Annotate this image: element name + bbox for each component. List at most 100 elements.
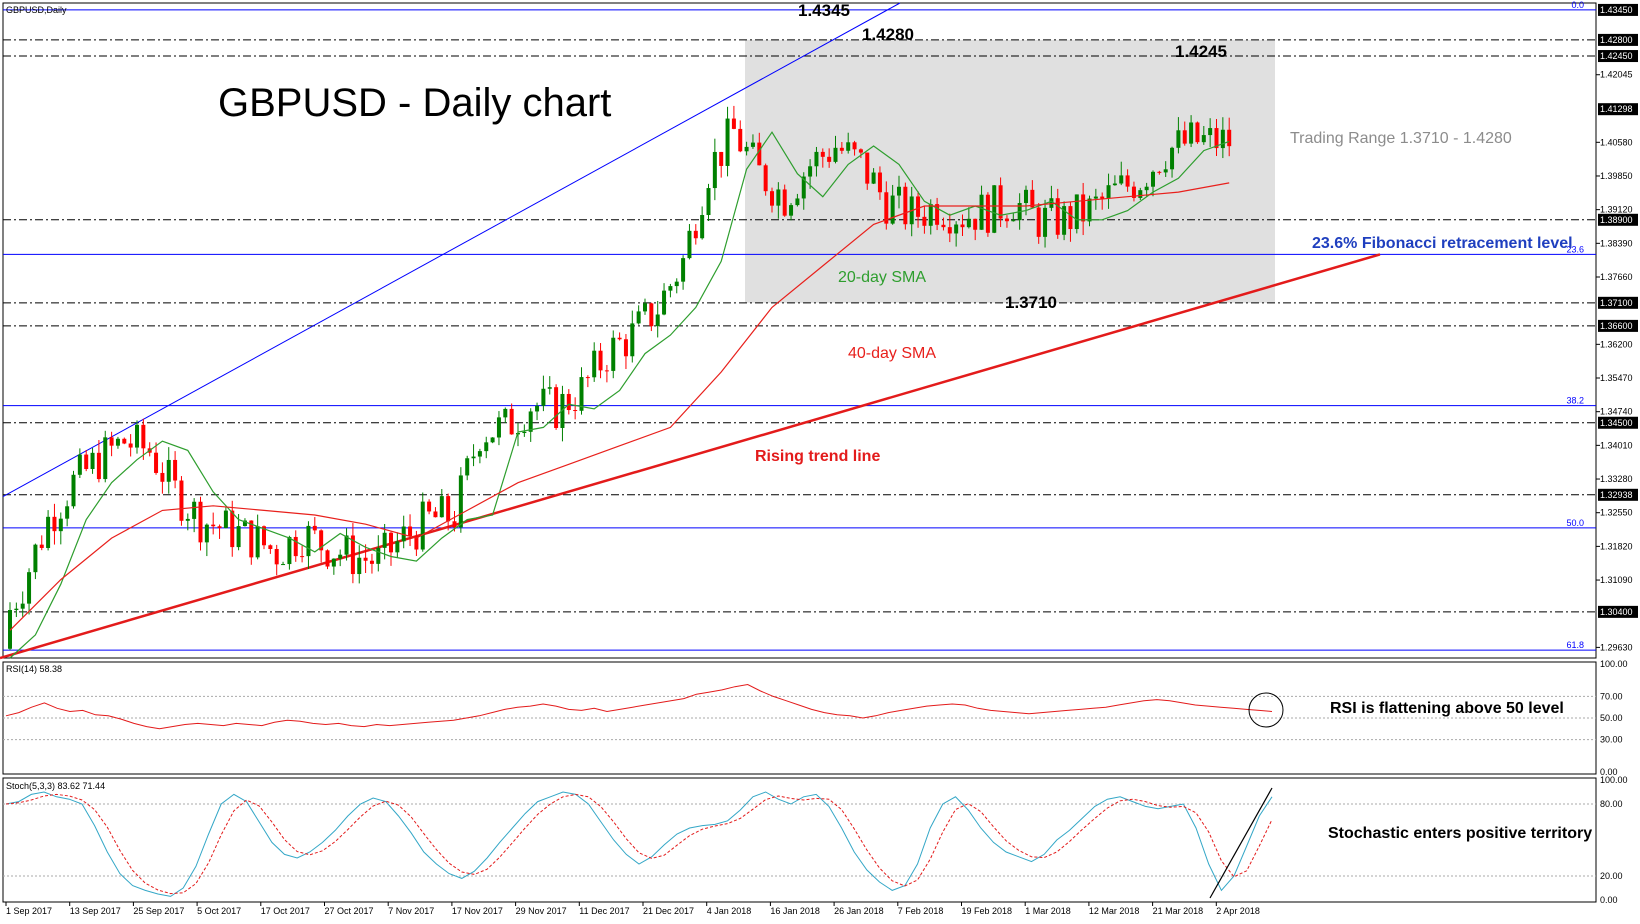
candle-body-145 — [928, 204, 933, 226]
date-tick-label-0: 1 Sep 2017 — [6, 906, 52, 916]
candle-body-116 — [744, 146, 749, 152]
price-level-label-6: 1.36600 — [1600, 321, 1633, 331]
candle-body-109 — [700, 215, 705, 239]
candle-body-96 — [617, 337, 622, 340]
price-level-box-2 — [1598, 50, 1638, 63]
trading-range-box — [745, 39, 1275, 303]
candle-body-170 — [1087, 198, 1092, 222]
candle-body-176 — [1125, 175, 1130, 187]
date-tick-label-16: 1 Mar 2018 — [1025, 906, 1071, 916]
candle-body-121 — [776, 189, 781, 206]
candle-body-106 — [681, 258, 686, 282]
candle-body-137 — [877, 172, 882, 193]
candle-body-43 — [281, 564, 286, 566]
rsi-tick-label-3: 30.00 — [1600, 735, 1623, 745]
candle-body-173 — [1106, 185, 1111, 199]
candle-body-185 — [1182, 130, 1187, 144]
rsi-highlight-circle — [1248, 692, 1284, 728]
channel-line — [2, 2, 901, 497]
fib-level-label-0: 0.0 — [1571, 0, 1584, 10]
candle-body-68 — [439, 496, 444, 518]
candle-body-188 — [1201, 135, 1206, 143]
candle-body-3 — [27, 572, 32, 604]
sma20-label: 20-day SMA — [838, 269, 926, 286]
price-level-label-0: 1.43450 — [1600, 5, 1633, 15]
candle-body-97 — [623, 339, 628, 357]
candle-body-36 — [236, 526, 241, 548]
candle-body-58 — [376, 547, 381, 564]
candle-body-127 — [814, 151, 819, 167]
rsi-tick-label-1: 70.00 — [1600, 691, 1623, 701]
date-tick-label-15: 19 Feb 2018 — [962, 906, 1013, 916]
candle-body-39 — [255, 526, 260, 558]
candle-body-112 — [719, 151, 724, 166]
stoch-annotation: Stochastic enters positive territory — [1328, 825, 1592, 842]
candle-body-85 — [547, 387, 552, 389]
candle-body-21 — [141, 424, 146, 449]
moving-averages — [9, 131, 1230, 659]
candle-body-23 — [154, 452, 159, 473]
candle-body-53 — [344, 535, 349, 555]
rsi-annotation: RSI is flattening above 50 level — [1330, 700, 1564, 717]
candle-body-37 — [242, 520, 247, 527]
stoch-tick-label-3: 0.00 — [1600, 895, 1618, 905]
rising-trend-line — [0, 253, 1381, 660]
candle-body-113 — [725, 118, 730, 166]
candle-body-56 — [363, 557, 368, 561]
candle-body-108 — [693, 230, 698, 239]
chart-title: GBPUSD - Daily chart — [218, 81, 611, 125]
stoch-series-0 — [5, 791, 1273, 897]
candle-body-72 — [465, 458, 470, 476]
candle-body-126 — [808, 166, 813, 177]
candle-body-166 — [1062, 206, 1067, 235]
price-level-label-2: 1.42450 — [1600, 51, 1633, 61]
candle-body-92 — [592, 350, 597, 378]
candle-body-31 — [204, 524, 209, 543]
candle-body-192 — [1227, 129, 1232, 147]
price-level-box-6 — [1598, 319, 1638, 332]
candle-body-117 — [750, 142, 755, 147]
date-tick-label-3: 5 Oct 2017 — [197, 906, 241, 916]
candle-body-175 — [1119, 175, 1124, 184]
candle-body-7 — [52, 516, 57, 532]
candle-body-40 — [262, 526, 266, 546]
price-level-label-1: 1.42800 — [1600, 35, 1633, 45]
candle-body-179 — [1144, 186, 1149, 191]
fib-level-label-4: 61.8 — [1566, 640, 1584, 650]
candle-body-69 — [446, 496, 451, 522]
candle-body-33 — [217, 526, 222, 528]
candle-body-15 — [103, 437, 108, 480]
trend-line-label: Rising trend line — [755, 448, 880, 465]
trading-range-label: Trading Range 1.3710 - 1.4280 — [1290, 130, 1512, 147]
candle-body-48 — [312, 525, 317, 531]
rsi-tick-label-2: 50.00 — [1600, 713, 1623, 723]
date-tick-label-2: 25 Sep 2017 — [133, 906, 184, 916]
candle-body-144 — [922, 216, 927, 226]
low-label: 1.3710 — [1005, 293, 1057, 312]
candle-body-124 — [795, 198, 800, 206]
candle-body-94 — [604, 370, 609, 372]
candle-body-4 — [33, 544, 38, 573]
candle-body-163 — [1043, 207, 1048, 237]
candle-body-35 — [230, 510, 235, 548]
candle-body-177 — [1131, 186, 1136, 198]
candle-body-151 — [966, 218, 971, 228]
candle-body-83 — [535, 405, 540, 412]
candle-body-178 — [1138, 190, 1143, 198]
date-tick-label-10: 21 Dec 2017 — [643, 906, 694, 916]
date-tick-label-19: 2 Apr 2018 — [1216, 906, 1260, 916]
candle-body-42 — [274, 548, 279, 565]
candle-body-102 — [655, 314, 660, 327]
candle-body-73 — [471, 456, 476, 459]
date-tick-label-18: 21 Mar 2018 — [1153, 906, 1204, 916]
candle-body-168 — [1074, 194, 1079, 230]
peak-label-3: 1.4245 — [1175, 42, 1227, 61]
candle-body-45 — [293, 536, 298, 557]
candle-body-107 — [687, 230, 692, 259]
price-level-box-8 — [1598, 488, 1638, 501]
date-tick-label-11: 4 Jan 2018 — [707, 906, 752, 916]
candle-body-63 — [408, 526, 413, 537]
price-tick-label-12: 1.31820 — [1600, 541, 1633, 551]
date-tick-label-6: 7 Nov 2017 — [388, 906, 434, 916]
